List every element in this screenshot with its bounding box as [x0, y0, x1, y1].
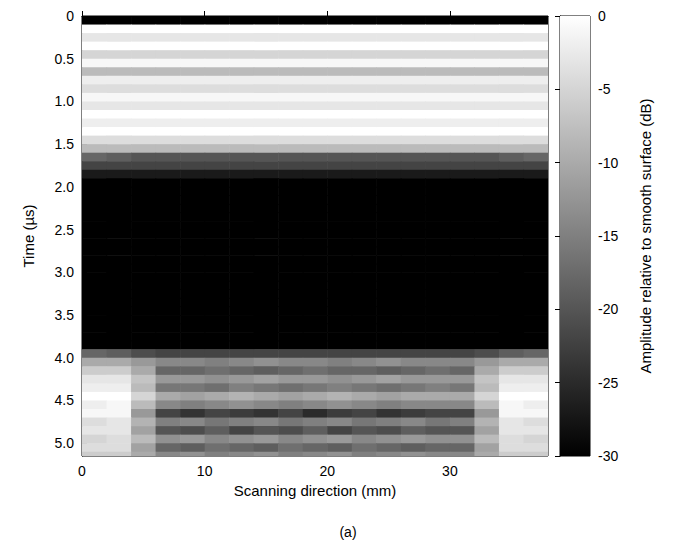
svg-text:3.5: 3.5: [55, 307, 75, 323]
svg-text:-25: -25: [598, 375, 618, 391]
svg-text:1.5: 1.5: [55, 136, 75, 152]
svg-text:3.0: 3.0: [55, 264, 75, 280]
svg-text:-10: -10: [598, 155, 618, 171]
svg-text:Time (µs): Time (µs): [20, 204, 37, 267]
svg-text:Amplitude relative to smooth s: Amplitude relative to smooth surface (dB…: [637, 98, 654, 373]
svg-text:2.5: 2.5: [55, 222, 75, 238]
svg-text:(a): (a): [339, 524, 356, 540]
svg-text:2.0: 2.0: [55, 179, 75, 195]
svg-text:-30: -30: [598, 448, 618, 464]
svg-text:5.0: 5.0: [55, 435, 75, 451]
svg-text:Scanning direction (mm): Scanning direction (mm): [234, 482, 397, 499]
svg-text:4.0: 4.0: [55, 350, 75, 366]
svg-text:0: 0: [66, 8, 74, 24]
svg-text:4.5: 4.5: [55, 392, 75, 408]
svg-text:-5: -5: [598, 81, 611, 97]
svg-text:30: 30: [442, 463, 458, 479]
svg-text:0: 0: [78, 463, 86, 479]
svg-text:10: 10: [197, 463, 213, 479]
svg-text:1.0: 1.0: [55, 93, 75, 109]
svg-text:0.5: 0.5: [55, 51, 75, 67]
svg-text:20: 20: [319, 463, 335, 479]
svg-text:-15: -15: [598, 228, 618, 244]
svg-text:0: 0: [598, 8, 606, 24]
svg-text:-20: -20: [598, 301, 618, 317]
